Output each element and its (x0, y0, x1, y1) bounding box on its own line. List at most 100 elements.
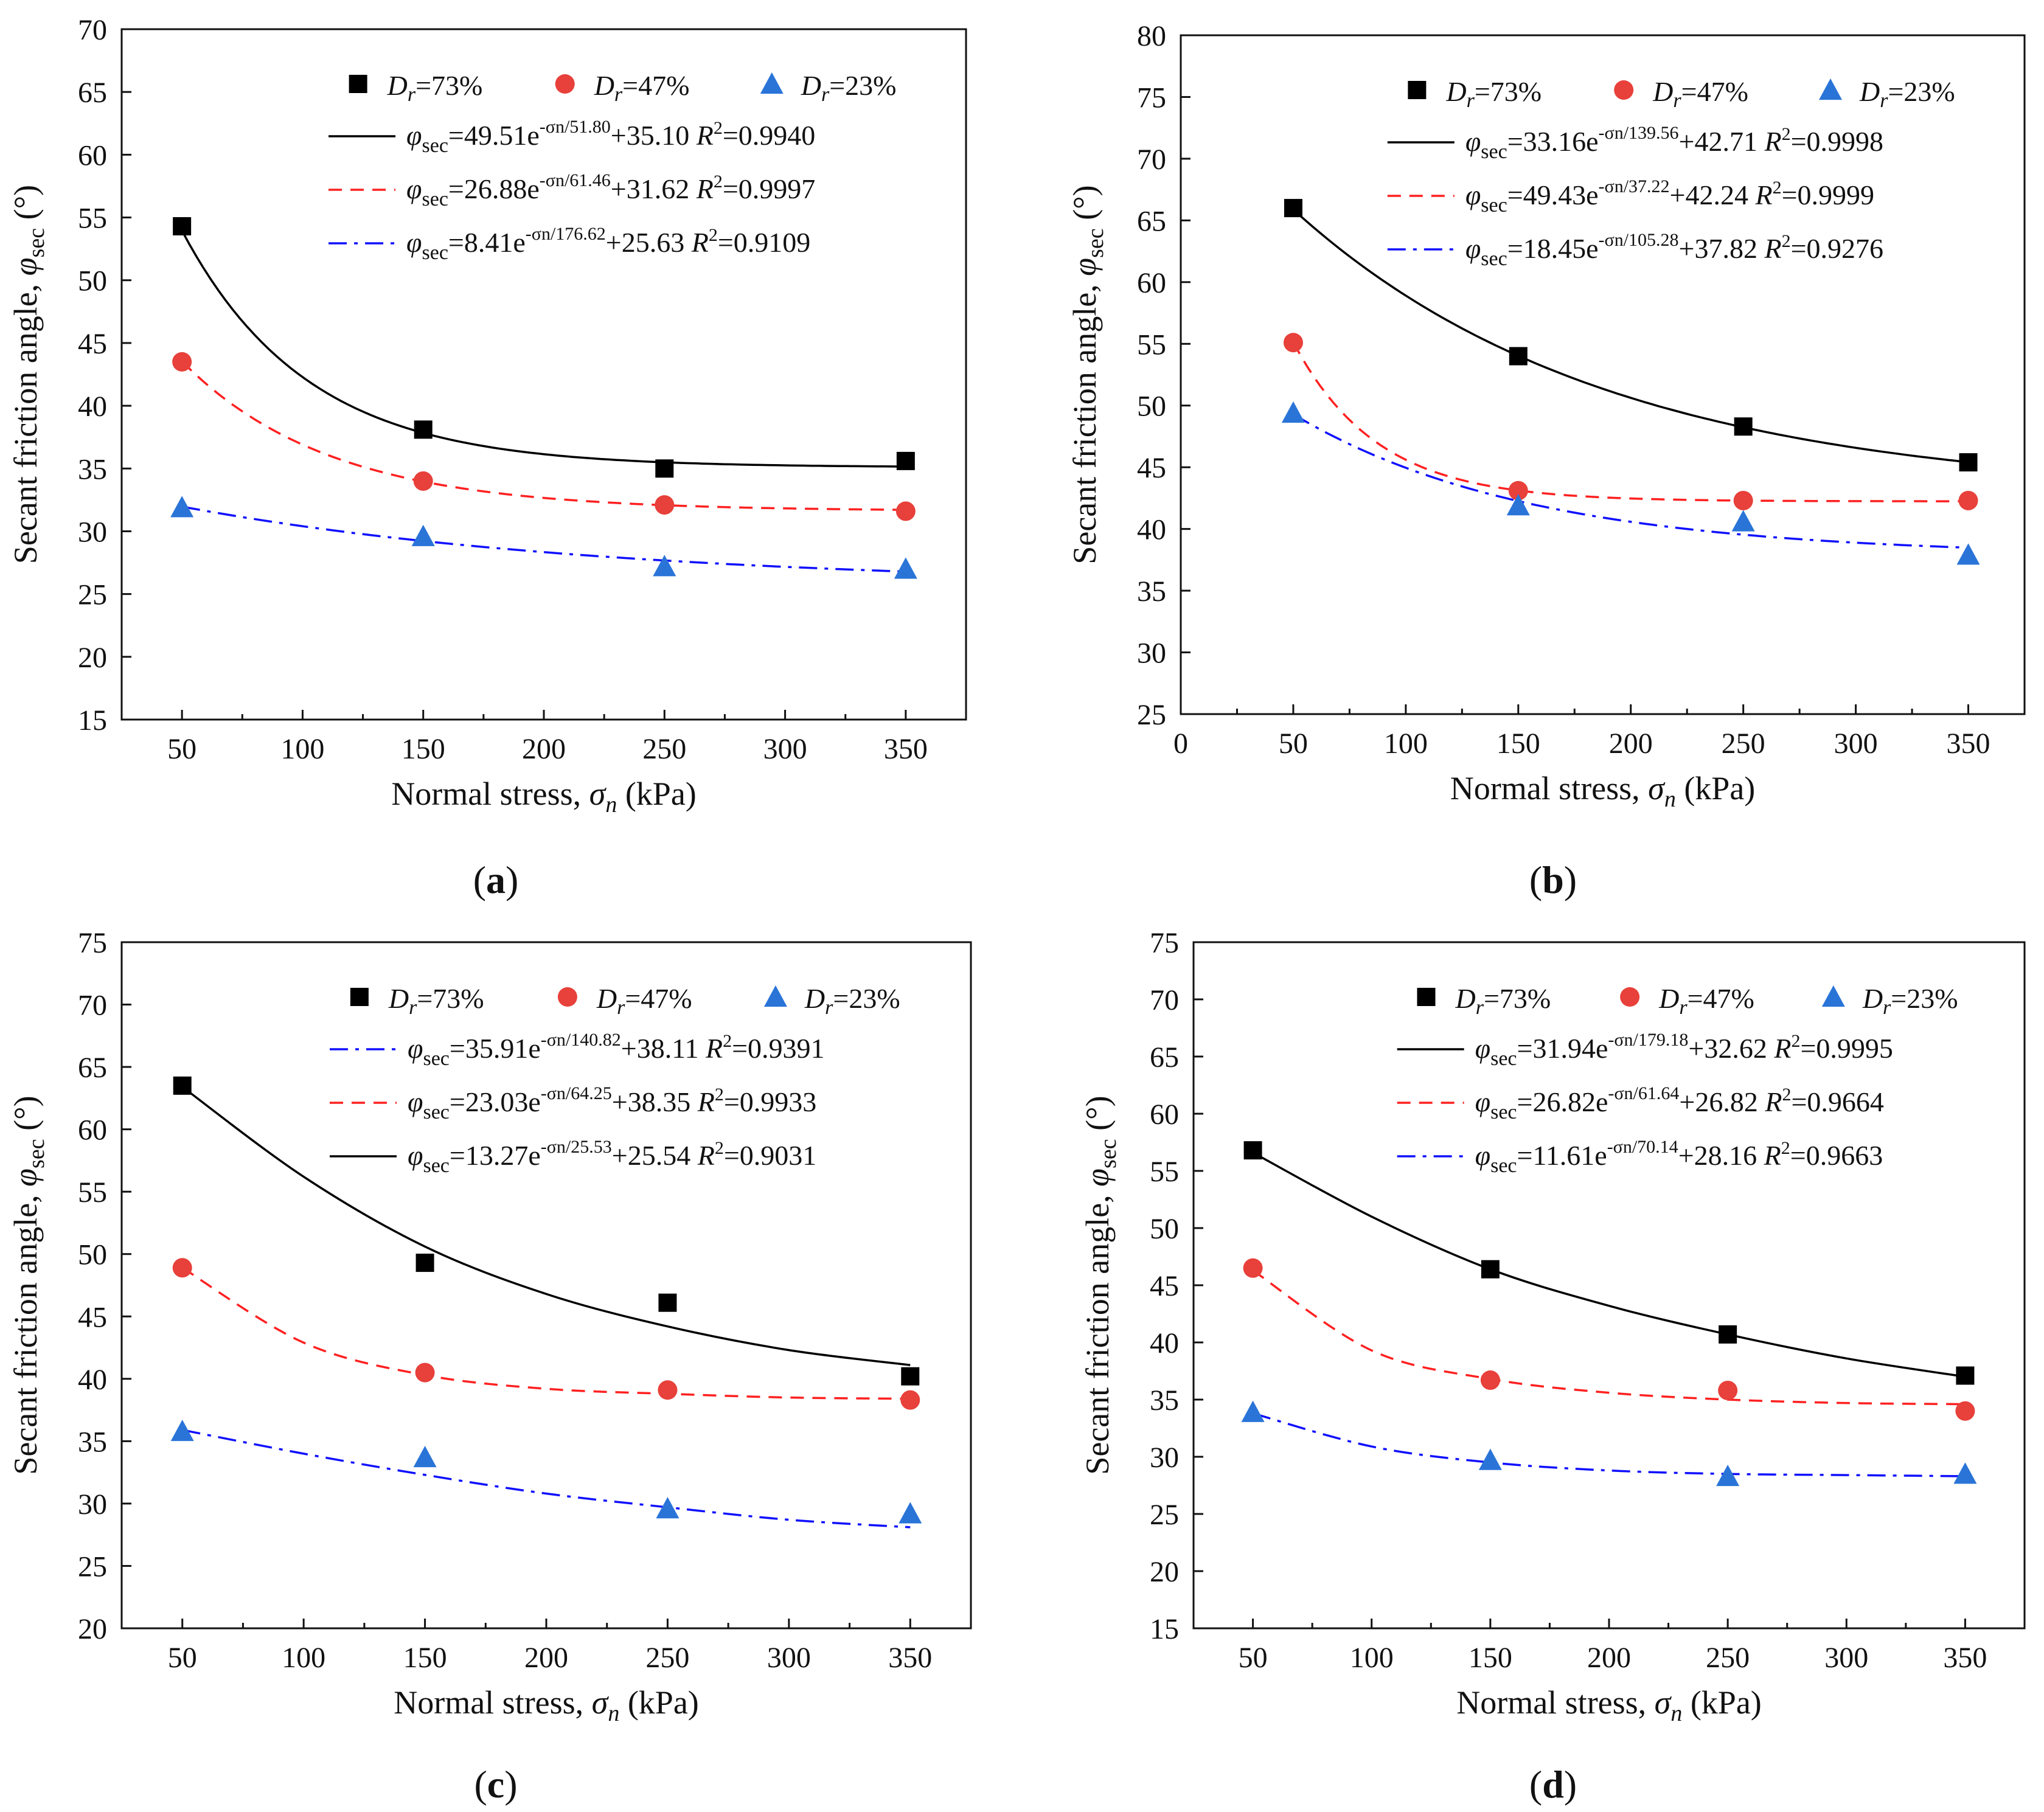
x-tick-label: 150 (403, 1642, 447, 1674)
x-axis-label: Normal stress, σn (kPa) (394, 1684, 699, 1726)
fit-curve-solid (181, 230, 906, 468)
legend-label-Dr23: Dr=23% (1859, 76, 1955, 112)
y-tick-label: 70 (1137, 144, 1166, 176)
y-tick-label: 45 (78, 328, 107, 360)
x-tick-label: 50 (167, 733, 196, 765)
data-point-Dr73 (173, 217, 192, 235)
data-point-Dr47 (1508, 481, 1528, 501)
y-tick-label: 20 (78, 1613, 107, 1645)
x-tick-label: 300 (767, 1642, 811, 1674)
fit-equation: φsec=11.61e-σn/70.14+28.16 R2=0.9663 (1475, 1137, 1883, 1177)
fit-equation: φsec=8.41e-σn/176.62+25.63 R2=0.9109 (406, 224, 810, 264)
data-point-Dr23 (1281, 401, 1305, 423)
x-tick-label: 350 (1947, 727, 1990, 760)
y-tick-label: 75 (1150, 927, 1179, 959)
data-point-Dr73 (1734, 417, 1753, 436)
fit-curve-dash (181, 360, 906, 511)
y-tick-label: 70 (1150, 984, 1179, 1016)
legend-marker-Dr47 (555, 74, 575, 94)
y-tick-label: 50 (1137, 391, 1166, 423)
x-tick-label: 250 (645, 1642, 689, 1674)
x-axis-label: Normal stress, σn (kPa) (1456, 1684, 1762, 1726)
fit-equation: φsec=26.88e-σn/61.46+31.62 R2=0.9997 (406, 170, 815, 210)
x-tick-label: 200 (1609, 727, 1653, 760)
data-point-Dr47 (658, 1380, 678, 1400)
y-tick-label: 20 (78, 642, 107, 674)
y-tick-label: 75 (78, 927, 107, 959)
data-point-Dr23 (413, 1446, 437, 1468)
y-tick-label: 60 (78, 1114, 107, 1147)
x-tick-label: 250 (1706, 1642, 1750, 1674)
data-point-Dr23 (1241, 1400, 1265, 1422)
data-point-Dr47 (172, 352, 192, 372)
data-point-Dr47 (1958, 490, 1978, 510)
panel-label: (d) (1529, 1763, 1577, 1806)
y-tick-label: 55 (78, 203, 107, 235)
data-point-Dr47 (900, 1390, 920, 1410)
y-tick-label: 50 (78, 265, 107, 297)
legend-marker-Dr23 (1821, 985, 1845, 1007)
data-point-Dr47 (1480, 1370, 1500, 1390)
y-tick-label: 25 (78, 1550, 107, 1583)
fit-equation: φsec=31.94e-σn/179.18+32.62 R2=0.9995 (1475, 1030, 1893, 1070)
y-tick-label: 60 (78, 139, 107, 172)
legend-label-Dr47: Dr=47% (1652, 76, 1748, 112)
fit-equation: φsec=49.43e-σn/37.22+42.24 R2=0.9999 (1465, 176, 1874, 217)
y-tick-label: 55 (1150, 1156, 1179, 1188)
y-tick-label: 55 (1137, 328, 1166, 361)
fit-curve-dash (181, 1266, 911, 1400)
y-tick-label: 70 (78, 990, 107, 1022)
data-point-Dr23 (656, 1497, 680, 1519)
y-tick-label: 70 (78, 14, 107, 46)
y-axis-label: Secant friction angle, φsec (°) (7, 185, 49, 564)
x-tick-label: 150 (1469, 1642, 1512, 1674)
y-tick-label: 35 (78, 1426, 107, 1458)
data-point-Dr73 (173, 1076, 192, 1095)
y-axis-label: Secant friction angle, φsec (°) (1066, 185, 1108, 564)
y-tick-label: 30 (78, 1488, 107, 1521)
x-tick-label: 100 (280, 733, 324, 765)
x-tick-label: 350 (1943, 1642, 1987, 1674)
fit-curve-dashdot (181, 505, 906, 573)
x-tick-label: 350 (888, 1642, 932, 1674)
data-point-Dr73 (1956, 1366, 1975, 1385)
legend-label-Dr73: Dr=73% (1455, 983, 1551, 1019)
x-axis-label: Normal stress, σn (kPa) (1450, 770, 1756, 812)
fit-equation: φsec=18.45e-σn/105.28+37.82 R2=0.9276 (1465, 230, 1883, 270)
data-point-Dr73 (1719, 1325, 1737, 1344)
chart-panel-d: 50 100 150 200 250 300 350 15 20 25 30 35 40 45 50 55 60… (1079, 927, 2026, 1806)
data-point-Dr47 (1243, 1258, 1263, 1278)
y-tick-label: 75 (1137, 82, 1166, 114)
data-point-Dr23 (1716, 1464, 1740, 1487)
x-tick-label: 300 (1834, 727, 1878, 760)
data-point-Dr23 (1731, 510, 1755, 532)
y-tick-label: 40 (78, 391, 107, 423)
fit-curve-dashdot (1293, 413, 1969, 549)
y-tick-label: 65 (78, 77, 107, 109)
y-tick-label: 15 (78, 704, 107, 737)
data-point-Dr73 (414, 420, 433, 439)
chart-panel-c: 50 100 150 200 250 300 350 20 25 30 35 40 45 50 55 60 65… (7, 927, 972, 1806)
data-point-Dr47 (1955, 1401, 1975, 1421)
panel-label: (b) (1529, 858, 1577, 901)
data-point-Dr23 (1956, 543, 1980, 565)
legend-label-Dr23: Dr=23% (804, 983, 900, 1019)
legend-marker-Dr73 (1417, 988, 1436, 1006)
y-tick-label: 65 (1150, 1041, 1179, 1074)
chart-panel-a: 50 100 150 200 250 300 350 15 20 25 30 35 40 45 50 55 60… (7, 14, 967, 901)
y-tick-label: 25 (1137, 699, 1166, 731)
data-point-Dr47 (655, 495, 675, 515)
legend-label-Dr73: Dr=73% (388, 983, 484, 1019)
fit-curve-solid (181, 1086, 911, 1366)
data-point-Dr47 (895, 501, 916, 521)
x-tick-label: 100 (1350, 1642, 1394, 1674)
data-point-Dr47 (413, 471, 433, 491)
data-point-Dr47 (1733, 490, 1753, 510)
y-tick-label: 25 (1150, 1499, 1179, 1531)
legend-marker-Dr23 (760, 72, 784, 94)
x-tick-label: 50 (1239, 1642, 1268, 1674)
legend-marker-Dr73 (1408, 81, 1427, 99)
data-point-Dr47 (415, 1362, 435, 1383)
y-tick-label: 65 (78, 1052, 107, 1084)
